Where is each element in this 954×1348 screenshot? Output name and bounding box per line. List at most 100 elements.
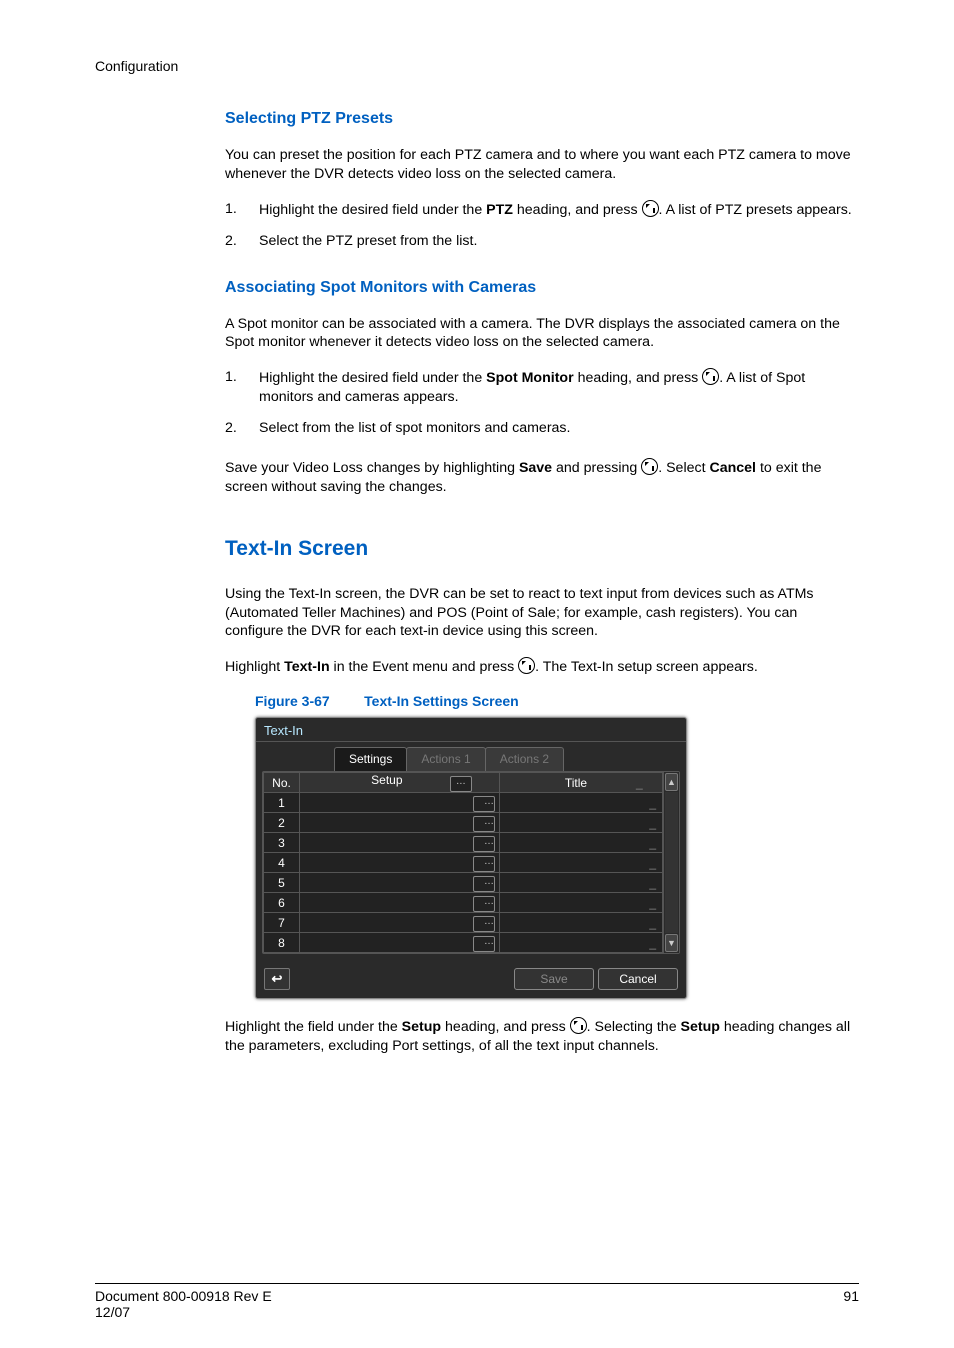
- cancel-bold: Cancel: [709, 460, 756, 476]
- para-ptz-intro: You can preset the position for each PTZ…: [225, 146, 859, 184]
- cell-title[interactable]: _: [500, 793, 663, 813]
- cell-title[interactable]: _: [500, 913, 663, 933]
- setup-row-button[interactable]: …: [473, 896, 495, 912]
- step-spot-2: Select from the list of spot monitors an…: [225, 419, 859, 438]
- footer-doc-id: Document 800-00918 Rev E: [95, 1288, 272, 1304]
- dialog-tabs: Settings Actions 1 Actions 2: [256, 742, 686, 771]
- cell-no: 7: [264, 913, 300, 933]
- title-header-placeholder: _: [636, 776, 643, 790]
- heading-text-in-screen: Text-In Screen: [225, 537, 859, 561]
- text: . Select: [658, 460, 709, 476]
- text: . Selecting the: [587, 1019, 681, 1035]
- cell-title[interactable]: _: [500, 933, 663, 953]
- cell-no: 4: [264, 853, 300, 873]
- cell-title[interactable]: _: [500, 813, 663, 833]
- text-in-bold: Text-In: [284, 659, 329, 675]
- setup-bold: Setup: [681, 1019, 720, 1035]
- col-header-title-label: Title: [519, 776, 632, 790]
- cell-setup[interactable]: …: [300, 913, 500, 933]
- cell-setup[interactable]: …: [300, 853, 500, 873]
- setup-row-button[interactable]: …: [473, 816, 495, 832]
- text: Highlight: [225, 659, 284, 675]
- cell-setup[interactable]: …: [300, 813, 500, 833]
- step-spot-1: Highlight the desired field under the Sp…: [225, 368, 859, 407]
- step-ptz-2: Select the PTZ preset from the list.: [225, 232, 859, 251]
- dialog-title: Text-In: [256, 718, 686, 742]
- enter-icon: [641, 458, 658, 475]
- dialog-table-area: No. Setup … Title _ 1…_2…_3…_4…_5…_6…_7……: [262, 771, 680, 954]
- text: in the Event menu and press: [330, 659, 519, 675]
- text: . The Text-In setup screen appears.: [535, 659, 758, 675]
- footer-left: Document 800-00918 Rev E 12/07: [95, 1288, 272, 1320]
- save-button[interactable]: Save: [514, 968, 594, 990]
- page-footer: Document 800-00918 Rev E 12/07 91: [95, 1283, 859, 1320]
- setup-row-button[interactable]: …: [473, 836, 495, 852]
- setup-row-button[interactable]: …: [473, 856, 495, 872]
- enter-icon: [642, 200, 659, 217]
- cell-no: 3: [264, 833, 300, 853]
- setup-row-button[interactable]: …: [473, 916, 495, 932]
- running-header: Configuration: [95, 58, 859, 74]
- scroll-up-button[interactable]: ▲: [665, 773, 678, 791]
- cell-setup[interactable]: …: [300, 793, 500, 813]
- step-text: . A list of PTZ presets appears.: [659, 202, 852, 218]
- text: heading, and press: [441, 1019, 570, 1035]
- scroll-track[interactable]: [665, 792, 678, 933]
- cell-no: 1: [264, 793, 300, 813]
- scrollbar[interactable]: ▲ ▼: [663, 772, 679, 953]
- cell-setup[interactable]: …: [300, 833, 500, 853]
- para-text-in-intro: Using the Text-In screen, the DVR can be…: [225, 585, 859, 642]
- table-header-row: No. Setup … Title _: [264, 773, 663, 793]
- cell-setup[interactable]: …: [300, 873, 500, 893]
- table-row: 2…_: [264, 813, 663, 833]
- para-spot-intro: A Spot monitor can be associated with a …: [225, 315, 859, 353]
- text: and pressing: [552, 460, 641, 476]
- table-row: 8 … _: [264, 933, 663, 953]
- step-text: heading, and press: [574, 370, 703, 386]
- text: Save your Video Loss changes by highligh…: [225, 460, 519, 476]
- cell-title[interactable]: _: [500, 873, 663, 893]
- cell-no: 5: [264, 873, 300, 893]
- table-row: 6…_: [264, 893, 663, 913]
- setup-header-button[interactable]: …: [450, 776, 472, 792]
- enter-icon: [570, 1017, 587, 1034]
- back-button[interactable]: ↩: [264, 968, 290, 990]
- cell-setup[interactable]: …: [300, 893, 500, 913]
- tab-settings[interactable]: Settings: [334, 747, 407, 771]
- dialog-footer: ↩ Save Cancel: [256, 958, 686, 998]
- steps-spot: Highlight the desired field under the Sp…: [225, 368, 859, 438]
- figure-number: Figure 3-67: [255, 693, 330, 709]
- cell-title[interactable]: _: [500, 833, 663, 853]
- cancel-button[interactable]: Cancel: [598, 968, 678, 990]
- para-after-dialog: Highlight the field under the Setup head…: [225, 1017, 859, 1056]
- cell-setup[interactable]: …: [300, 933, 500, 953]
- figure-title: Text-In Settings Screen: [364, 693, 519, 709]
- cell-no: 8: [264, 933, 300, 953]
- col-header-setup-label: Setup: [327, 773, 446, 787]
- steps-ptz: Highlight the desired field under the PT…: [225, 200, 859, 251]
- heading-selecting-ptz-presets: Selecting PTZ Presets: [225, 110, 859, 128]
- setup-row-button[interactable]: …: [473, 876, 495, 892]
- para-save-video-loss: Save your Video Loss changes by highligh…: [225, 458, 859, 497]
- text-in-table: No. Setup … Title _ 1…_2…_3…_4…_5…_6…_7……: [263, 772, 663, 953]
- cell-title[interactable]: _: [500, 853, 663, 873]
- text-in-dialog: Text-In Settings Actions 1 Actions 2 No.…: [255, 717, 687, 999]
- col-header-setup[interactable]: Setup …: [300, 773, 500, 793]
- cell-title[interactable]: _: [500, 893, 663, 913]
- heading-spot-monitors: Associating Spot Monitors with Cameras: [225, 279, 859, 297]
- setup-row-button[interactable]: …: [473, 936, 495, 952]
- col-header-title[interactable]: Title _: [500, 773, 663, 793]
- step-ptz-1: Highlight the desired field under the PT…: [225, 200, 859, 220]
- tab-actions-2[interactable]: Actions 2: [485, 747, 564, 771]
- setup-row-button[interactable]: …: [473, 796, 495, 812]
- tab-actions-1[interactable]: Actions 1: [406, 747, 485, 771]
- step-text: Highlight the desired field under the: [259, 370, 486, 386]
- setup-bold: Setup: [402, 1019, 441, 1035]
- scroll-down-button[interactable]: ▼: [665, 934, 678, 952]
- table-row: 4 … _: [264, 853, 663, 873]
- text: Highlight the field under the: [225, 1019, 402, 1035]
- enter-icon: [518, 657, 535, 674]
- step-text: heading, and press: [513, 202, 642, 218]
- table-row: 1 … _: [264, 793, 663, 813]
- col-header-no[interactable]: No.: [264, 773, 300, 793]
